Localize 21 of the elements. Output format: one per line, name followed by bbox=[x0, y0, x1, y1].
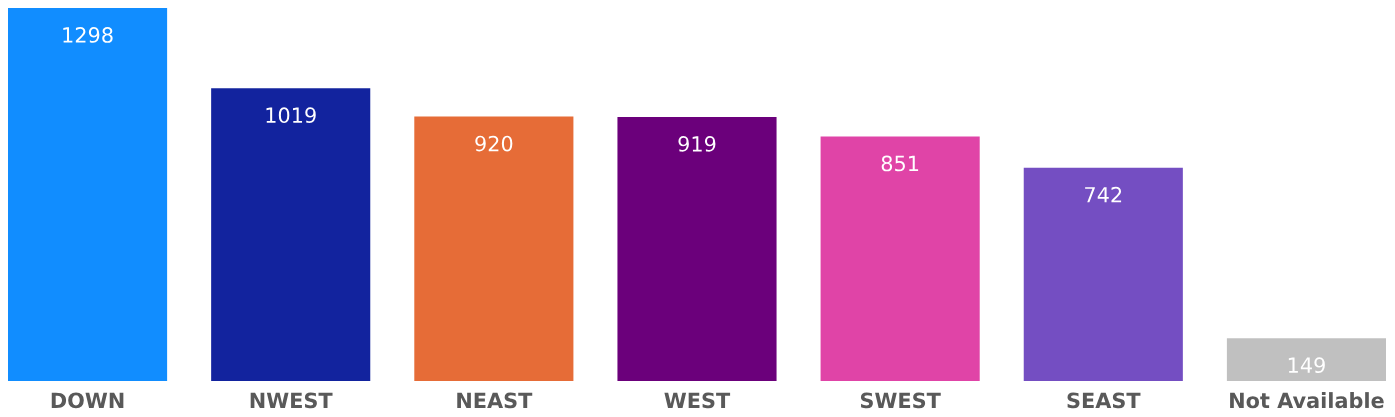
x-tick-label: SWEST bbox=[860, 392, 941, 409]
data-label: 149 bbox=[1288, 357, 1325, 374]
x-tick-label: Not Available bbox=[1230, 392, 1384, 409]
bar bbox=[820, 136, 980, 381]
bar bbox=[617, 116, 777, 381]
bar bbox=[8, 8, 168, 381]
data-label: 1298 bbox=[63, 27, 113, 43]
x-tick-label: SEAST bbox=[1067, 392, 1141, 409]
data-label: 1019 bbox=[266, 107, 316, 124]
x-tick-label: NWEST bbox=[250, 392, 333, 409]
bar bbox=[414, 116, 574, 381]
x-tick-label: WEST bbox=[664, 392, 731, 409]
x-tick-label: DOWN bbox=[51, 392, 124, 409]
data-label: 919 bbox=[678, 136, 716, 152]
bar bbox=[211, 88, 371, 381]
data-label: 920 bbox=[475, 135, 513, 152]
bar bbox=[1226, 338, 1386, 381]
x-tick-label: NEAST bbox=[457, 392, 533, 409]
data-label: 851 bbox=[881, 155, 919, 172]
data-label: 742 bbox=[1085, 186, 1122, 203]
bar bbox=[1023, 167, 1183, 381]
